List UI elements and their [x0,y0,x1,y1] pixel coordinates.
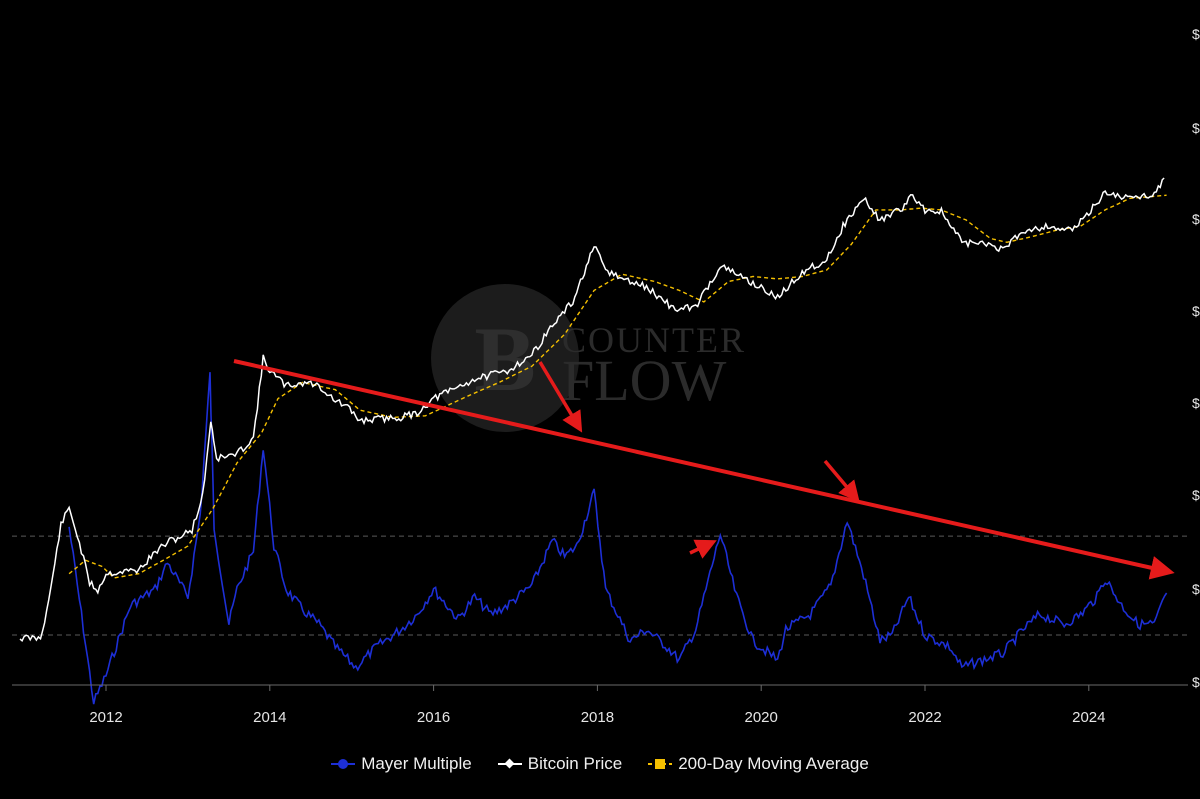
legend-item-bitcoin-price[interactable]: Bitcoin Price [497,754,623,774]
annotations [233,359,1175,580]
x-tick-label: 2014 [253,709,286,726]
y-tick-label: $ [1192,581,1200,597]
y-tick-label: $ [1192,303,1200,319]
mayer-multiple-line [68,372,1168,705]
svg-text:B: B [474,308,535,410]
legend-item-mayer-multiple[interactable]: Mayer Multiple [331,754,472,774]
legend: Mayer Multiple Bitcoin Price 200-Day Mov… [0,752,1200,776]
x-tick-label: 2018 [581,709,614,726]
y-tick-label: $ [1192,120,1200,136]
legend-label: 200-Day Moving Average [678,754,869,773]
series-mayer-multiple [68,372,1168,705]
x-tick-label: 2020 [745,709,778,726]
x-axis: 2012 2014 2016 2018 2020 2022 2024 [12,684,1188,726]
y-tick-label: $ [1192,487,1200,503]
y-axis-right: $ $ $ $ $ $ $ $ [1192,26,1200,690]
x-tick-label: 2012 [89,709,122,726]
annotation-arrow-2019 [689,539,717,559]
reference-lines [12,535,1188,636]
mayer-multiple-swatch-icon [331,758,356,770]
watermark-line1: COUNTER [562,320,746,360]
x-tick-label: 2022 [908,709,941,726]
legend-label: Bitcoin Price [527,754,623,773]
annotation-arrow-2021 [823,459,860,503]
bitcoin-price-line [19,177,1165,643]
watermark-line2: FLOW [562,348,727,413]
x-tick-label: 2024 [1072,709,1105,726]
y-tick-label: $ [1192,211,1200,227]
series-bitcoin-price [19,177,1165,643]
y-tick-label: $ [1192,674,1200,690]
moving-average-swatch-icon [648,758,673,770]
bitcoin-logo-icon [431,284,579,432]
x-tick-label: 2016 [417,709,450,726]
legend-label: Mayer Multiple [361,754,472,773]
trendline-arrow [233,359,1175,580]
y-tick-label: $ [1192,26,1200,42]
annotation-arrow-2018 [538,361,583,433]
bitcoin-price-swatch-icon [497,758,522,770]
y-tick-label: $ [1192,395,1200,411]
legend-item-200-day-moving-average[interactable]: 200-Day Moving Average [648,754,869,774]
watermark: B COUNTER FLOW [431,284,746,432]
